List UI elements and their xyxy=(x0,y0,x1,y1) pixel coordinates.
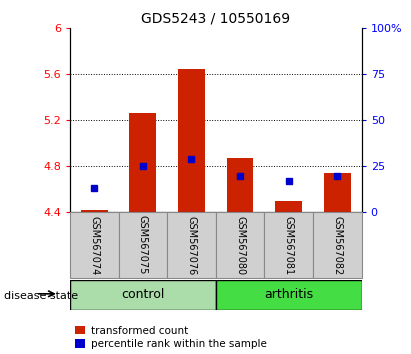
Bar xyxy=(264,212,313,278)
Title: GDS5243 / 10550169: GDS5243 / 10550169 xyxy=(141,12,290,26)
Bar xyxy=(275,201,302,212)
Bar xyxy=(81,210,108,212)
Text: GSM567075: GSM567075 xyxy=(138,216,148,275)
Legend: transformed count, percentile rank within the sample: transformed count, percentile rank withi… xyxy=(75,326,267,349)
Bar xyxy=(129,114,156,212)
Bar xyxy=(216,280,362,310)
Text: GSM567076: GSM567076 xyxy=(187,216,196,275)
Text: GSM567081: GSM567081 xyxy=(284,216,294,275)
Text: GSM567074: GSM567074 xyxy=(89,216,99,275)
Bar xyxy=(178,69,205,212)
Bar xyxy=(227,158,254,212)
Bar xyxy=(324,173,351,212)
Text: GSM567082: GSM567082 xyxy=(332,216,342,275)
Text: GSM567080: GSM567080 xyxy=(235,216,245,275)
Bar xyxy=(216,212,264,278)
Bar xyxy=(70,280,216,310)
Bar xyxy=(70,212,118,278)
Bar xyxy=(118,212,167,278)
Text: disease state: disease state xyxy=(4,291,78,301)
Bar xyxy=(313,212,362,278)
Text: control: control xyxy=(121,288,164,301)
Text: arthritis: arthritis xyxy=(264,288,313,301)
Bar xyxy=(167,212,216,278)
